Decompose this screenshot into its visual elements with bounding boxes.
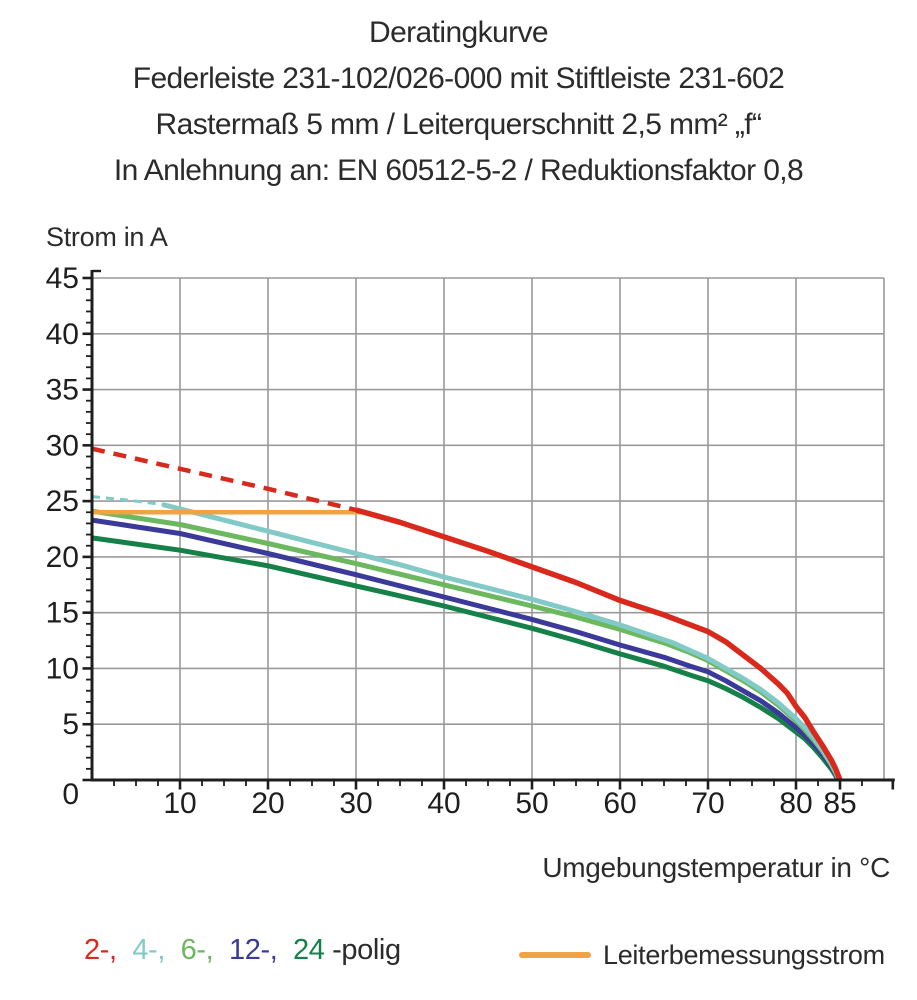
- legend-rated-current: Leiterbemessungsstrom: [519, 934, 885, 976]
- svg-text:20: 20: [251, 787, 284, 820]
- legend-poles: 2-, 4-, 6-, 12-, 24 -polig: [84, 934, 401, 967]
- svg-text:5: 5: [62, 708, 79, 741]
- svg-text:35: 35: [46, 374, 79, 407]
- legend-poles-suffix: -polig: [332, 934, 401, 966]
- series-2-polig: [91, 446, 843, 782]
- series-4-polig: [91, 495, 842, 781]
- svg-text:85: 85: [823, 787, 856, 820]
- svg-text:40: 40: [427, 787, 460, 820]
- chart-subtitle-2: Rastermaß 5 mm / Leiterquerschnitt 2,5 m…: [155, 108, 762, 141]
- axis-tick-labels: 10 20 30 40 50 60 70 80 85 0 5 10 15 20 25 30 35 40 45: [46, 262, 857, 820]
- legend-item-12-polig: 12-,: [228, 934, 278, 966]
- svg-text:45: 45: [46, 262, 79, 295]
- svg-text:0: 0: [62, 778, 79, 811]
- chart-header: Deratingkurve Federleiste 231-102/026-00…: [0, 10, 917, 194]
- svg-text:15: 15: [46, 597, 79, 630]
- svg-text:10: 10: [46, 652, 79, 685]
- svg-text:20: 20: [46, 541, 79, 574]
- legend-item-4-polig: 4-,: [132, 934, 165, 966]
- svg-text:60: 60: [603, 787, 636, 820]
- rated-current-label: Leiterbemessungsstrom: [603, 939, 885, 970]
- svg-text:10: 10: [163, 787, 196, 820]
- rated-current-line-swatch: [519, 952, 591, 958]
- axis-ticks: [82, 276, 895, 790]
- svg-text:30: 30: [339, 787, 372, 820]
- legend-item-24-polig: 24: [293, 934, 325, 966]
- svg-text:25: 25: [46, 485, 79, 518]
- series-24-polig: [91, 535, 840, 781]
- chart-subtitle-3: In Anlehnung an: EN 60512-5-2 / Reduktio…: [113, 154, 804, 187]
- legend-item-2-polig: 2-,: [84, 934, 117, 966]
- legend-item-6-polig: 6-,: [180, 934, 214, 966]
- svg-text:50: 50: [515, 787, 548, 820]
- y-axis-label: Strom in A: [46, 222, 168, 252]
- x-axis-label: Umgebungstemperatur in °C: [542, 852, 890, 883]
- svg-text:80: 80: [779, 787, 812, 820]
- svg-text:70: 70: [691, 787, 724, 820]
- chart-title: Deratingkurve: [369, 16, 549, 49]
- svg-text:30: 30: [46, 429, 79, 462]
- series-12-polig: [91, 517, 841, 782]
- chart-subtitle-1: Federleiste 231-102/026-000 mit Stiftlei…: [132, 62, 785, 95]
- svg-text:40: 40: [46, 318, 79, 351]
